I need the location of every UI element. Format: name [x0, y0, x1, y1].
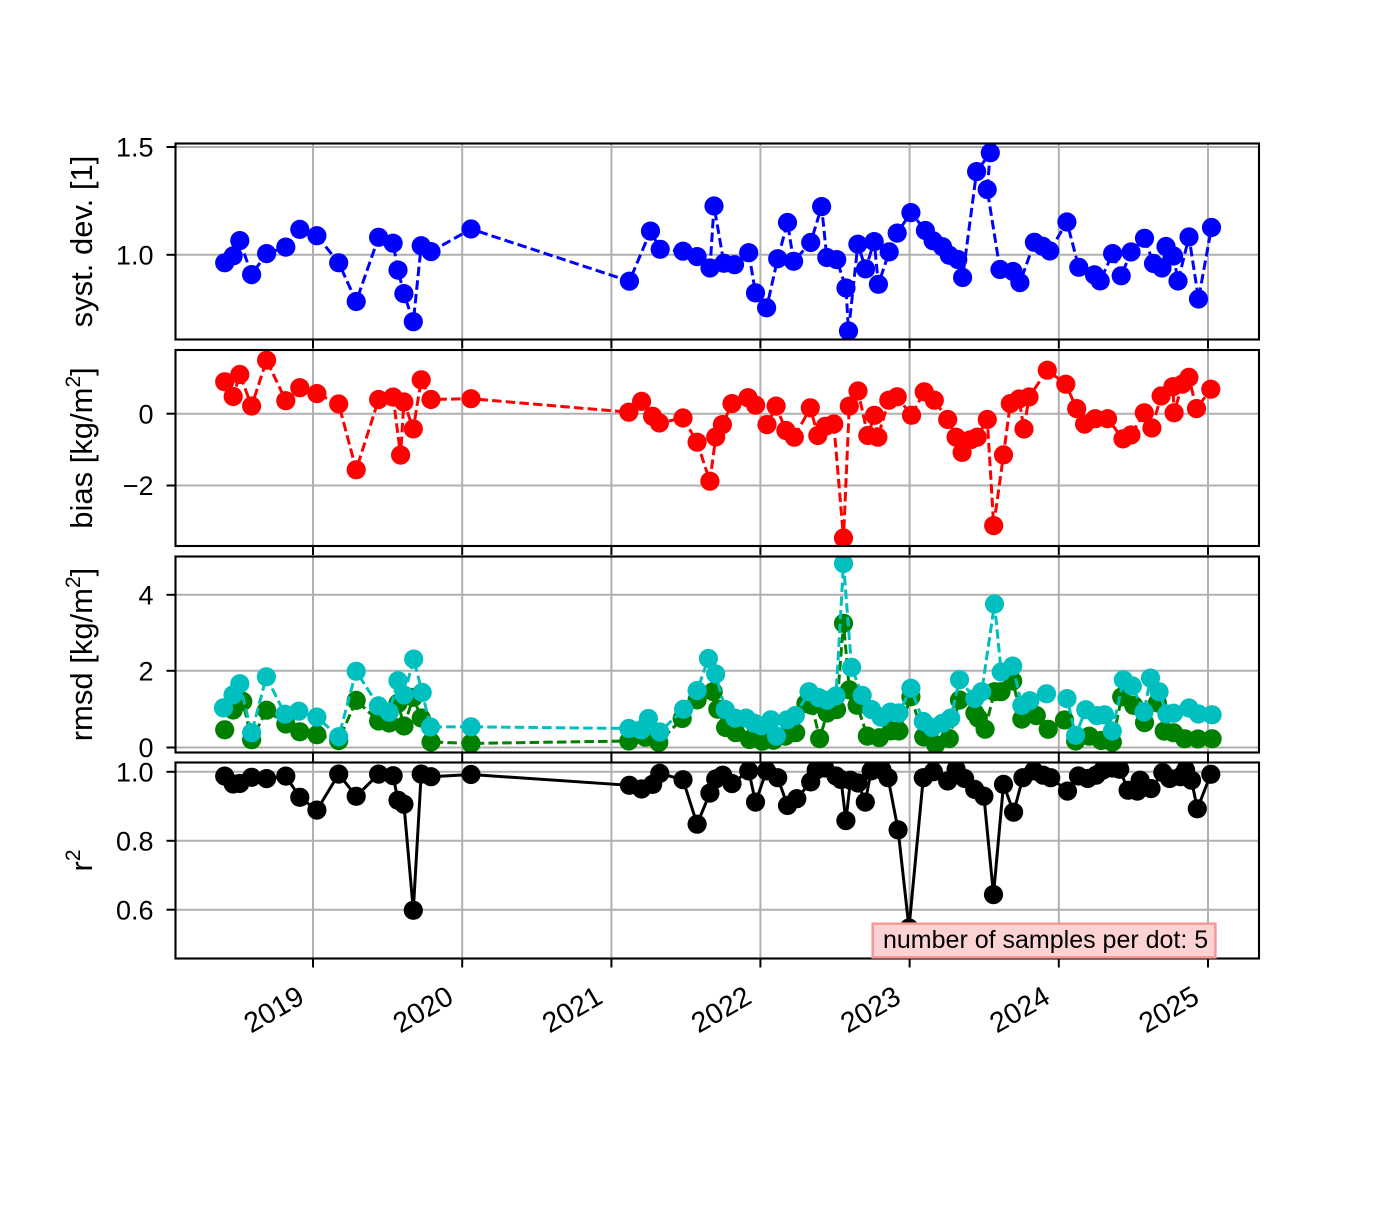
svg-text:0: 0 [138, 399, 153, 429]
svg-text:4: 4 [138, 581, 153, 611]
svg-text:1.5: 1.5 [116, 133, 154, 163]
svg-text:0: 0 [138, 733, 153, 763]
svg-text:syst. dev. [1]: syst. dev. [1] [64, 156, 99, 328]
svg-text:1.0: 1.0 [116, 241, 154, 271]
svg-text:bias [kg/m2]: bias [kg/m2] [62, 367, 99, 529]
svg-text:1.0: 1.0 [116, 758, 154, 788]
svg-text:−2: −2 [123, 471, 154, 501]
svg-text:rmsd [kg/m2]: rmsd [kg/m2] [62, 568, 99, 742]
svg-text:0.6: 0.6 [116, 895, 154, 925]
svg-text:0.8: 0.8 [116, 827, 154, 857]
svg-text:2: 2 [138, 657, 153, 687]
svg-text:number of samples per dot: 5: number of samples per dot: 5 [883, 926, 1208, 954]
